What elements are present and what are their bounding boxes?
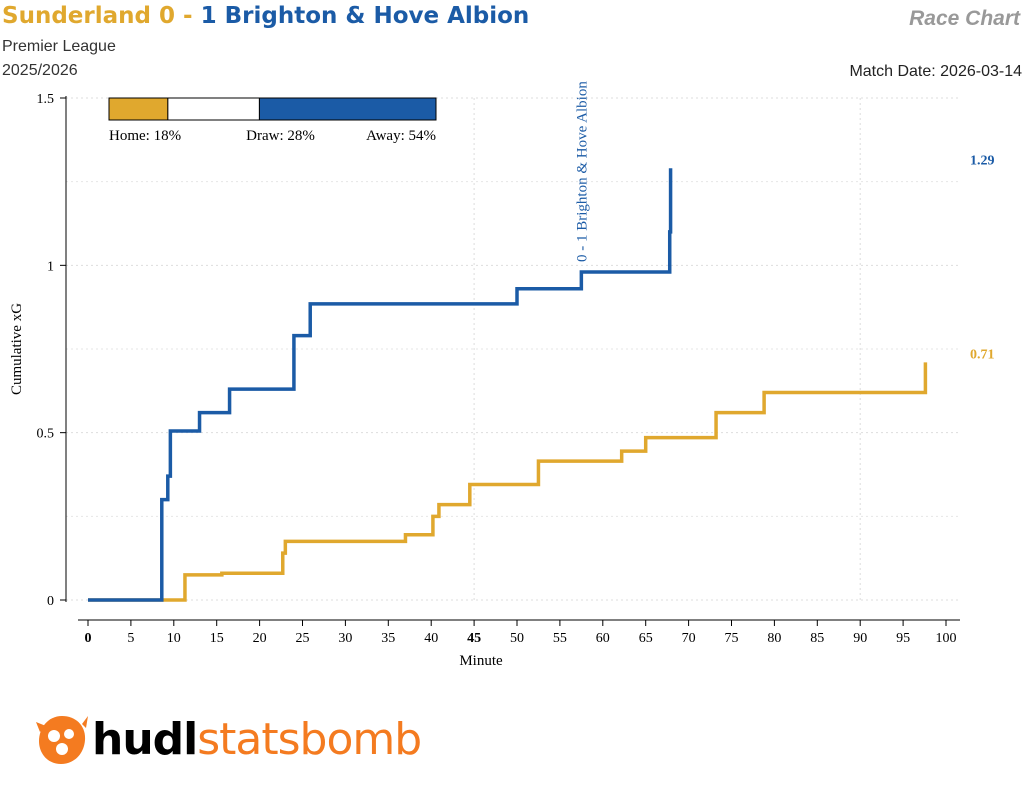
hudl-statsbomb-logo: hudlstatsbomb <box>36 712 456 768</box>
away-probability-label: Away: 54% <box>366 128 436 144</box>
home-final-xg-label: 0.71 <box>970 347 995 362</box>
x-axis-label: Minute <box>459 653 503 669</box>
x-tick-label: 35 <box>381 631 395 646</box>
x-tick-label: 60 <box>596 631 610 646</box>
away-score: 1 <box>200 3 217 29</box>
away-probability-bar <box>258 97 437 121</box>
logo-text-statsbomb: statsbomb <box>197 714 422 765</box>
goal-annotation: 0 - 1 Brighton & Hove Albion <box>574 81 590 262</box>
away-xg-line <box>88 168 673 602</box>
match-title: Sunderland 0 - 1 Brighton & Hove Albion <box>2 3 529 29</box>
y-axis-label: Cumulative xG <box>9 303 25 395</box>
home-score: 0 <box>158 3 175 29</box>
x-tick-label: 65 <box>639 631 653 646</box>
draw-probability-bar <box>167 97 260 121</box>
logo-wordmark: hudlstatsbomb <box>92 712 422 768</box>
y-tick-label: 1.5 <box>37 92 55 107</box>
x-tick-label: 30 <box>338 631 352 646</box>
y-tick-label: 0 <box>47 594 54 609</box>
race-chart: 0 0.5 1 1.5 Cumulative xG 0 5 10 15 20 25 30 35 40 45 5… <box>9 81 995 669</box>
x-tick-label: 25 <box>296 631 310 646</box>
season-label: 2025/2026 <box>2 62 78 79</box>
away-final-xg-label: 1.29 <box>970 153 995 168</box>
x-tick-label: 45 <box>467 631 481 646</box>
x-tick-label: 70 <box>682 631 696 646</box>
x-tick-label: 85 <box>810 631 824 646</box>
logo-text-hudl: hudl <box>92 714 198 765</box>
x-tick-label: 5 <box>127 631 134 646</box>
x-tick-label: 10 <box>167 631 181 646</box>
draw-probability-label: Draw: 28% <box>246 128 315 144</box>
grid-lines <box>66 97 960 601</box>
x-tick-label: 50 <box>510 631 524 646</box>
y-tick-label: 1 <box>47 259 54 274</box>
x-tick-label: 95 <box>896 631 910 646</box>
home-probability-bar <box>108 97 169 121</box>
away-team-name: Brighton & Hove Albion <box>224 3 530 29</box>
x-tick-label: 75 <box>725 631 739 646</box>
x-tick-label: 20 <box>253 631 267 646</box>
x-tick-label: 90 <box>853 631 867 646</box>
y-tick-label: 0.5 <box>37 427 55 442</box>
score-separator: - <box>183 3 193 29</box>
home-team-name: Sunderland <box>2 3 151 29</box>
x-tick-label: 80 <box>767 631 781 646</box>
x-tick-label: 100 <box>936 631 957 646</box>
x-tick-label: 40 <box>424 631 438 646</box>
match-date: Match Date: 2026-03-14 <box>849 63 1022 80</box>
home-xg-line <box>88 362 928 602</box>
competition-name: Premier League <box>2 38 116 55</box>
statsbomb-logo-icon <box>36 716 88 764</box>
home-probability-label: Home: 18% <box>109 128 181 144</box>
chart-name: Race Chart <box>909 7 1020 30</box>
x-tick-label: 55 <box>553 631 567 646</box>
x-tick-label: 0 <box>85 631 92 646</box>
x-tick-label: 15 <box>210 631 224 646</box>
